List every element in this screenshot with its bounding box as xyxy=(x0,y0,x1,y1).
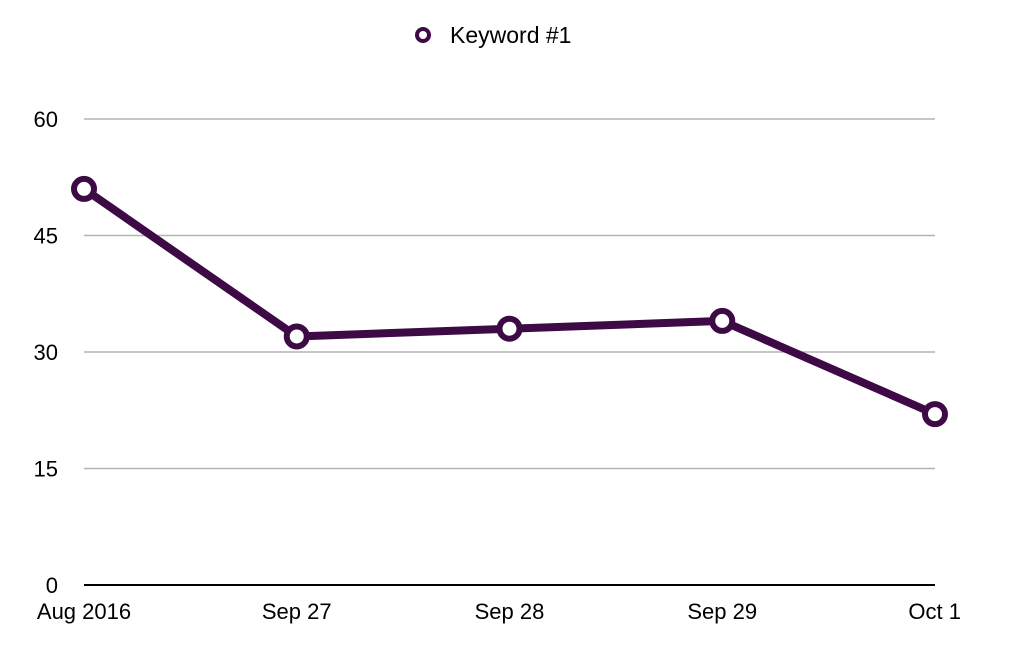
legend-label-keyword-1: Keyword #1 xyxy=(450,22,571,48)
x-tick-label-1: Aug 2016 xyxy=(37,599,131,624)
y-tick-label-45: 45 xyxy=(34,224,58,249)
x-tick-label-2: Sep 27 xyxy=(262,599,332,624)
legend-marker-keyword-1 xyxy=(415,27,431,43)
data-point-5 xyxy=(922,401,948,428)
legend: Keyword #1 xyxy=(415,22,571,48)
series-points-keyword-1 xyxy=(71,175,948,428)
data-point-3 xyxy=(496,315,523,342)
y-axis-tick-labels: 0 15 30 45 60 xyxy=(34,107,58,598)
series-line-keyword-1 xyxy=(80,184,939,419)
data-point-2 xyxy=(283,323,310,350)
x-tick-label-4: Sep 29 xyxy=(687,599,757,624)
gridlines xyxy=(84,118,935,470)
x-axis-tick-labels: Aug 2016 Sep 27 Sep 28 Sep 29 Oct 1 xyxy=(37,599,961,624)
x-tick-label-5: Oct 1 xyxy=(908,599,961,624)
x-tick-label-3: Sep 28 xyxy=(475,599,545,624)
data-point-1 xyxy=(71,175,97,202)
y-tick-label-15: 15 xyxy=(34,457,58,482)
y-tick-label-60: 60 xyxy=(34,107,58,132)
y-tick-label-0: 0 xyxy=(46,573,58,598)
data-point-4 xyxy=(709,307,736,334)
y-tick-label-30: 30 xyxy=(34,340,58,365)
series-keyword-1 xyxy=(71,175,948,428)
